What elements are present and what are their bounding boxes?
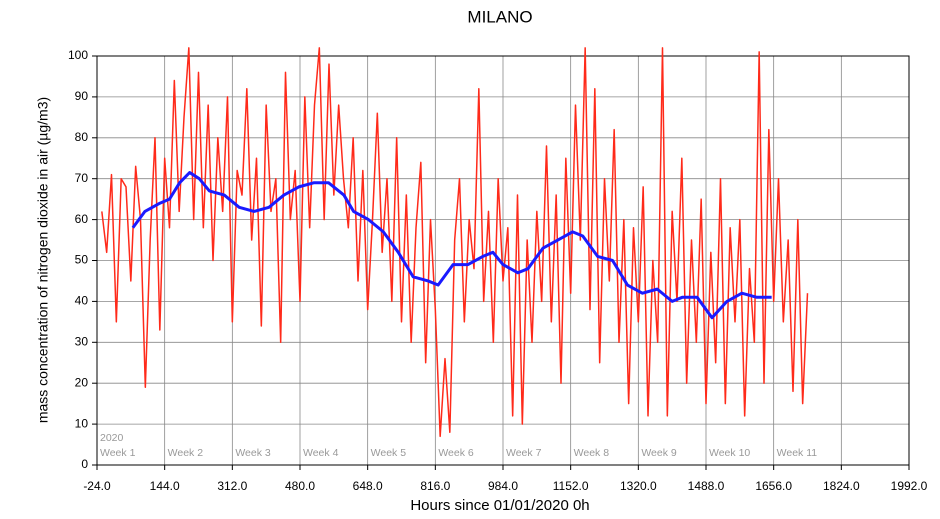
y-tick-label: 40 bbox=[75, 294, 89, 308]
y-tick-label: 100 bbox=[68, 48, 88, 62]
week-label: Week 1 bbox=[100, 447, 136, 459]
y-axis-label: mass concentration of nitrogen dioxide i… bbox=[35, 97, 51, 423]
x-tick-label: 648.0 bbox=[353, 479, 383, 493]
plot-frame bbox=[96, 55, 910, 466]
data-line bbox=[101, 47, 809, 438]
week-label: Week 3 bbox=[235, 447, 271, 459]
y-tick-label: 10 bbox=[75, 416, 89, 430]
y-tick-label: 20 bbox=[75, 375, 89, 389]
annotation: 2020 bbox=[100, 432, 124, 444]
week-label: Week 7 bbox=[506, 447, 542, 459]
x-tick-label: 1488.0 bbox=[688, 479, 725, 493]
x-axis-label: Hours since 01/01/2020 0h bbox=[410, 497, 589, 514]
x-tick-label: 312.0 bbox=[217, 479, 247, 493]
y-tick-label: 90 bbox=[75, 89, 89, 103]
week-label: Week 6 bbox=[438, 447, 474, 459]
x-tick-label: 1320.0 bbox=[620, 479, 657, 493]
x-tick-label: 984.0 bbox=[488, 479, 518, 493]
x-tick-label: -24.0 bbox=[83, 479, 111, 493]
week-label: Week 10 bbox=[709, 447, 750, 459]
y-tick-label: 60 bbox=[75, 212, 89, 226]
y-tick-label: 80 bbox=[75, 130, 89, 144]
x-tick-label: 1656.0 bbox=[755, 479, 792, 493]
week-label: Week 5 bbox=[371, 447, 407, 459]
y-tick-label: 70 bbox=[75, 171, 89, 185]
y-tick-label: 50 bbox=[75, 253, 89, 267]
x-tick-label: 1992.0 bbox=[891, 479, 928, 493]
x-tick-label: 816.0 bbox=[420, 479, 450, 493]
week-label: Week 8 bbox=[574, 447, 610, 459]
x-tick-label: 1152.0 bbox=[553, 479, 589, 493]
x-tick-label: 480.0 bbox=[285, 479, 315, 493]
y-tick-label: 0 bbox=[81, 457, 88, 471]
chart-title: MILANO bbox=[467, 7, 532, 26]
y-tick-label: 30 bbox=[75, 334, 89, 348]
week-label: Week 9 bbox=[641, 447, 677, 459]
data-line bbox=[131, 171, 772, 320]
x-tick-label: 1824.0 bbox=[823, 479, 860, 493]
x-tick-label: 144.0 bbox=[150, 479, 180, 493]
week-label: Week 2 bbox=[168, 447, 204, 459]
week-label: Week 4 bbox=[303, 447, 339, 459]
week-label: Week 11 bbox=[777, 447, 818, 459]
